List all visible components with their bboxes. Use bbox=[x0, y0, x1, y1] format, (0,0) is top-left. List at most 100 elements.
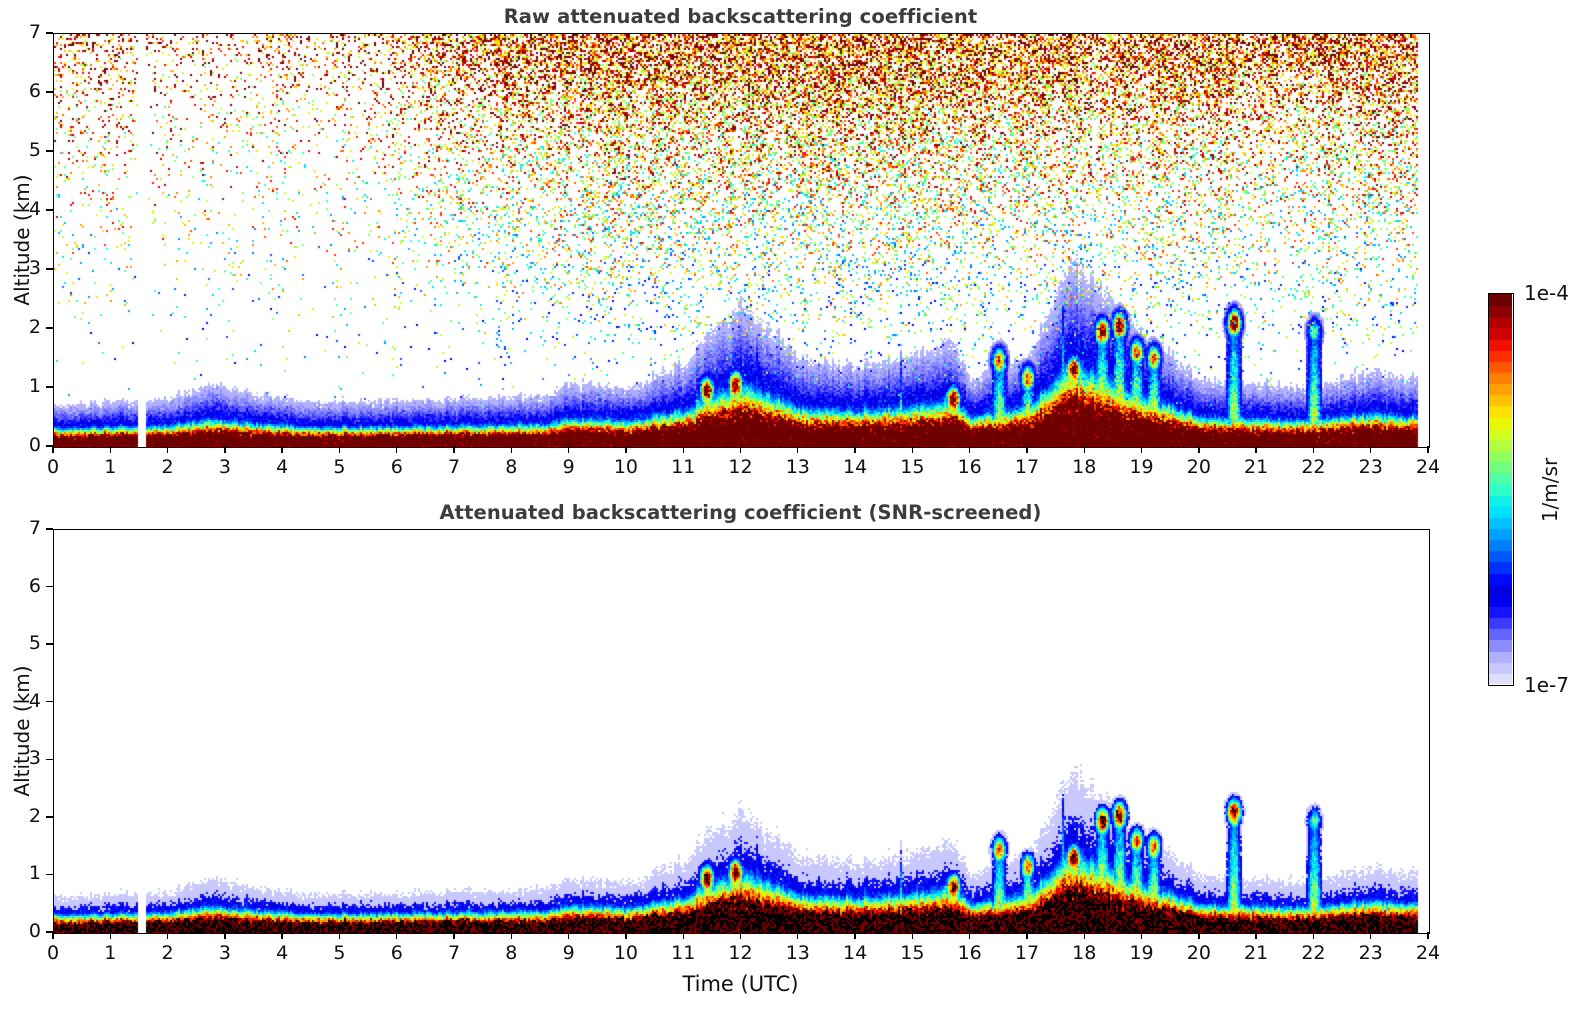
x-tick bbox=[1370, 446, 1372, 453]
y-tick bbox=[46, 758, 53, 760]
x-tick-label: 13 bbox=[785, 456, 810, 478]
x-tick bbox=[224, 932, 226, 939]
raw-backscatter-heatmap bbox=[54, 34, 1429, 447]
x-tick bbox=[510, 932, 513, 939]
x-tick-label: 4 bbox=[276, 456, 289, 478]
x-tick bbox=[338, 446, 341, 453]
x-tick-label: 5 bbox=[333, 456, 346, 478]
x-tick-label: 9 bbox=[562, 942, 575, 964]
x-tick-label: 22 bbox=[1301, 456, 1326, 478]
x-tick bbox=[166, 446, 169, 453]
x-tick-label: 7 bbox=[447, 942, 461, 964]
x-tick-label: 11 bbox=[671, 456, 696, 478]
x-tick bbox=[1255, 446, 1257, 453]
colorbar-gradient bbox=[1488, 293, 1514, 686]
x-tick bbox=[739, 446, 742, 453]
x-tick bbox=[854, 446, 856, 453]
x-tick bbox=[109, 446, 111, 453]
x-tick-label: 21 bbox=[1244, 456, 1269, 478]
x-tick bbox=[1427, 932, 1429, 939]
x-tick-label: 13 bbox=[785, 942, 810, 964]
x-tick bbox=[911, 932, 914, 939]
x-tick-label: 3 bbox=[218, 456, 231, 478]
x-tick-label: 8 bbox=[505, 456, 518, 478]
x-tick-label: 10 bbox=[613, 456, 638, 478]
x-tick-label: 16 bbox=[957, 942, 982, 964]
x-tick-label: 16 bbox=[957, 456, 982, 478]
x-tick-label: 6 bbox=[390, 942, 403, 964]
x-tick-label: 1 bbox=[104, 942, 117, 964]
y-tick bbox=[46, 327, 53, 329]
x-tick bbox=[1370, 932, 1372, 939]
x-tick-label: 19 bbox=[1129, 942, 1154, 964]
x-tick bbox=[1083, 446, 1085, 453]
x-tick bbox=[1312, 932, 1315, 939]
y-tick bbox=[46, 701, 53, 703]
y-tick-label: 1 bbox=[28, 375, 41, 397]
x-tick-label: 18 bbox=[1072, 456, 1097, 478]
x-tick-label: 17 bbox=[1014, 942, 1040, 964]
x-tick bbox=[453, 932, 455, 939]
x-tick-label: 23 bbox=[1358, 942, 1383, 964]
panel-raw-plot-area[interactable] bbox=[53, 33, 1430, 448]
x-tick bbox=[281, 932, 283, 939]
x-tick bbox=[1140, 932, 1143, 939]
panel-screened-y-axis-label: Altitude (km) bbox=[10, 664, 34, 797]
x-tick bbox=[625, 932, 627, 939]
y-tick bbox=[46, 873, 53, 876]
x-tick-label: 2 bbox=[161, 456, 174, 478]
x-tick bbox=[396, 932, 398, 939]
x-tick bbox=[1026, 932, 1028, 939]
x-tick-label: 4 bbox=[276, 942, 289, 964]
x-tick-label: 7 bbox=[447, 456, 461, 478]
y-tick bbox=[46, 386, 53, 388]
x-tick bbox=[1140, 446, 1143, 453]
y-tick-label: 2 bbox=[28, 804, 41, 827]
y-tick-label: 5 bbox=[28, 632, 41, 655]
x-axis-label: Time (UTC) bbox=[682, 972, 799, 996]
x-tick-label: 24 bbox=[1415, 942, 1441, 964]
x-tick-label: 5 bbox=[333, 942, 346, 964]
x-tick bbox=[1255, 932, 1257, 939]
screened-backscatter-heatmap bbox=[54, 530, 1429, 933]
y-tick-label: 0 bbox=[28, 434, 41, 456]
x-tick bbox=[911, 446, 914, 453]
x-tick-label: 21 bbox=[1244, 942, 1269, 964]
x-tick-label: 12 bbox=[728, 942, 753, 964]
x-tick bbox=[510, 446, 513, 453]
panel-screened-plot-area[interactable] bbox=[53, 529, 1430, 934]
x-tick bbox=[166, 932, 169, 939]
y-tick bbox=[46, 931, 53, 933]
y-tick-label: 6 bbox=[28, 80, 41, 102]
x-tick bbox=[797, 446, 799, 453]
x-tick bbox=[109, 932, 111, 939]
x-tick bbox=[338, 932, 341, 939]
x-tick-label: 15 bbox=[900, 942, 925, 964]
x-tick-label: 23 bbox=[1358, 456, 1383, 478]
x-tick bbox=[224, 446, 226, 453]
x-tick bbox=[567, 932, 570, 939]
y-tick bbox=[46, 816, 53, 818]
x-tick bbox=[52, 932, 54, 939]
y-tick-label: 4 bbox=[28, 689, 41, 712]
colorbar-unit-label: 1/m/sr bbox=[1538, 457, 1562, 522]
x-tick-label: 12 bbox=[728, 456, 753, 478]
x-tick bbox=[682, 932, 684, 939]
y-tick-label: 6 bbox=[28, 574, 41, 597]
y-tick bbox=[46, 32, 53, 34]
x-tick-label: 19 bbox=[1129, 456, 1154, 478]
x-tick bbox=[854, 932, 856, 939]
y-tick bbox=[46, 150, 53, 152]
x-tick bbox=[396, 446, 398, 453]
y-tick bbox=[46, 268, 53, 270]
x-tick bbox=[567, 446, 570, 453]
x-tick bbox=[968, 446, 971, 453]
x-tick-label: 11 bbox=[671, 942, 696, 964]
x-tick bbox=[1198, 446, 1200, 453]
y-tick-label: 7 bbox=[28, 517, 41, 539]
x-tick bbox=[739, 932, 742, 939]
x-tick-label: 3 bbox=[218, 942, 231, 964]
x-tick bbox=[453, 446, 455, 453]
x-tick-label: 20 bbox=[1186, 456, 1211, 478]
x-tick-label: 9 bbox=[562, 456, 575, 478]
